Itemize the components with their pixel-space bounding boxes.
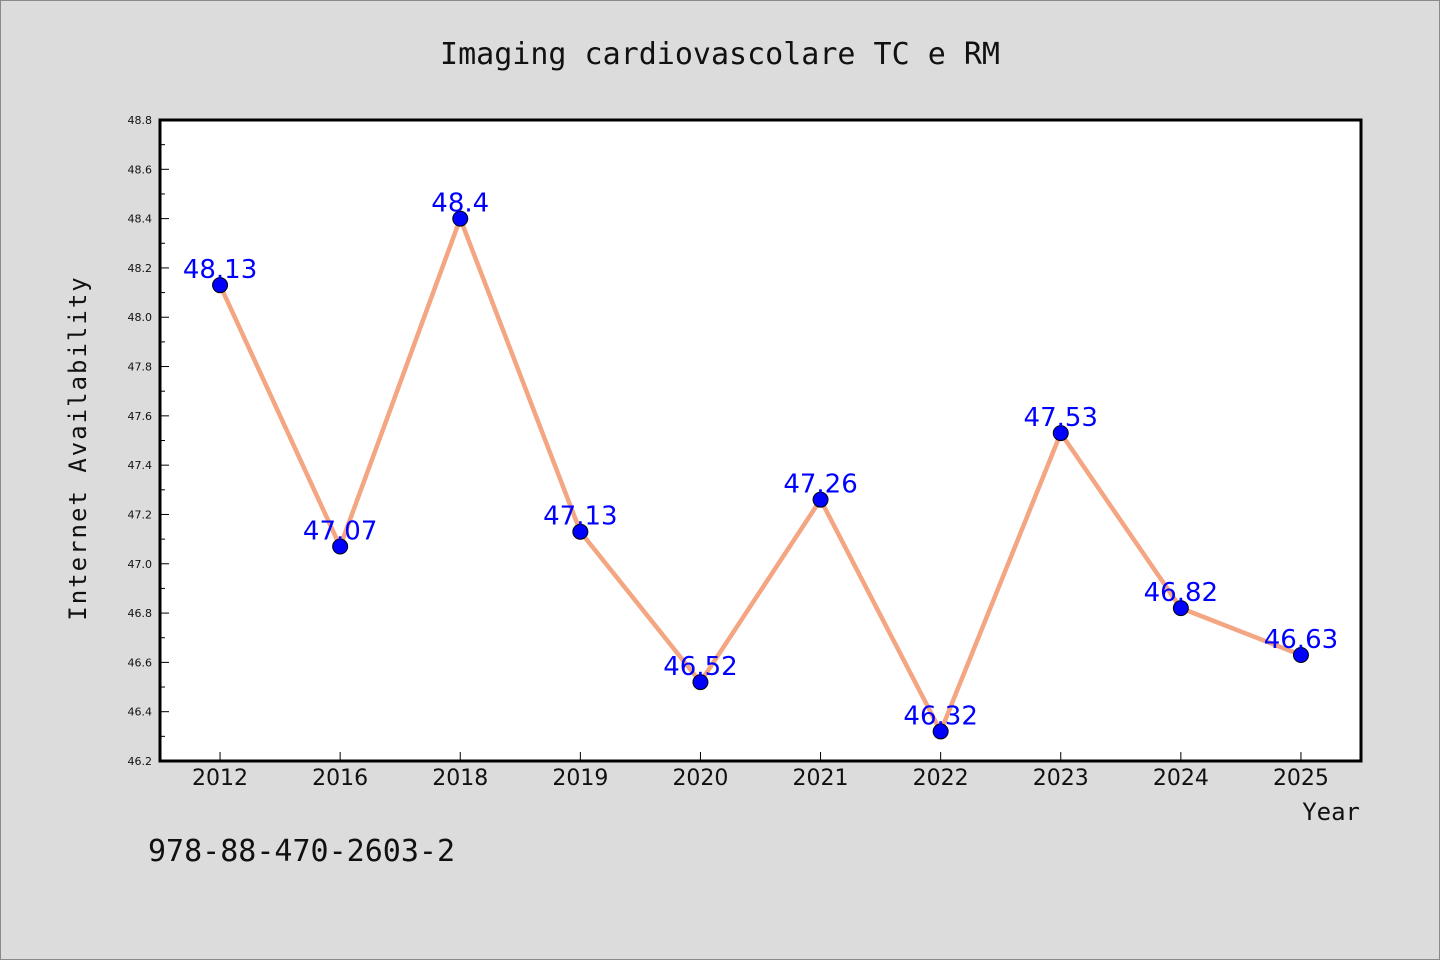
x-tick-label: 2019 [552,766,608,791]
x-tick-label: 2020 [672,766,728,791]
y-tick-label: 46.6 [128,656,153,669]
x-tick-label: 2023 [1033,766,1089,791]
x-tick-label: 2024 [1153,766,1209,791]
x-axis-label: Year [1302,798,1360,826]
series-layer: 48.13 47.07 48.4 47.13 46.52 47.26 46.32 47.53 4… [183,189,1338,740]
series-line [218,212,1302,737]
x-tick-label: 2021 [793,766,849,791]
data-label: 46.32 [903,701,977,731]
y-axis: 46.2 46.4 46.6 46.8 47.0 47.2 47.4 47.6 47.8 48.0… [128,114,169,768]
y-tick-label: 47.8 [128,361,153,374]
y-tick-label: 47.0 [128,558,153,571]
data-label: 47.53 [1024,403,1098,433]
data-label: 47.07 [303,517,377,547]
data-point [572,523,589,540]
data-label: 47.26 [783,470,857,500]
y-tick-label: 47.4 [128,459,153,472]
y-tick-label: 46.2 [128,755,153,768]
data-label: 48.4 [431,189,489,219]
y-tick-label: 48.8 [128,114,153,127]
chart-title: Imaging cardiovascolare TC e RM [440,37,1000,72]
data-point [452,210,469,227]
data-label: 46.63 [1264,625,1338,655]
data-point [812,491,829,508]
y-tick-label: 48.0 [128,311,153,324]
data-point [212,277,229,294]
isbn-text: 978-88-470-2603-2 [148,834,456,869]
data-point [1052,425,1069,442]
y-tick-label: 47.6 [128,410,153,423]
data-label: 46.82 [1144,578,1218,608]
data-label: 47.13 [543,502,617,532]
y-tick-label: 46.4 [128,706,153,719]
data-label: 48.13 [183,255,257,285]
data-point [1292,646,1309,663]
data-point [692,674,709,691]
y-tick-label: 47.2 [128,508,153,521]
x-tick-label: 2012 [192,766,248,791]
x-axis: 2012 2016 2018 2019 2020 2021 2022 2023 2024 2025 [192,752,1329,791]
data-point [332,538,349,555]
data-point [1172,600,1189,617]
plot-area [158,118,1363,763]
x-tick-label: 2025 [1273,766,1329,791]
x-tick-label: 2018 [432,766,488,791]
y-tick-label: 48.2 [128,262,153,275]
x-tick-label: 2022 [913,766,969,791]
data-point [932,723,949,740]
y-axis-label: Internet Availability [64,275,92,620]
x-tick-label: 2016 [312,766,368,791]
y-tick-label: 48.4 [128,213,153,226]
data-label: 46.52 [663,652,737,682]
y-tick-label: 46.8 [128,607,153,620]
y-tick-label: 48.6 [128,163,153,176]
